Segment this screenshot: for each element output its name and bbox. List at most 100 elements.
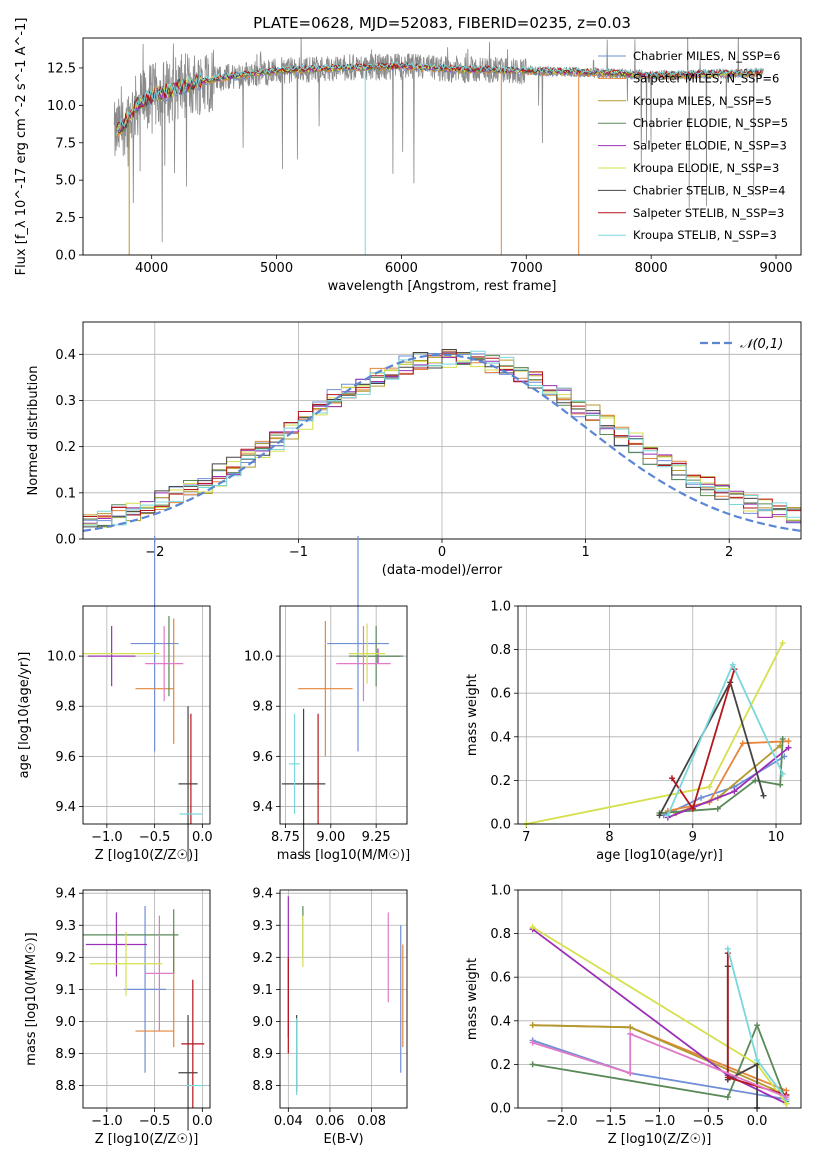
y-tick-label: 9.3 xyxy=(252,919,273,934)
weight-marker xyxy=(529,924,536,931)
y-axis-label: age [log10(age/yr)] xyxy=(17,652,32,779)
weight-series-line xyxy=(532,1032,787,1098)
x-tick-label: 9.25 xyxy=(362,830,391,845)
weight-marker xyxy=(785,738,792,745)
y-tick-label: 0.4 xyxy=(55,348,76,363)
x-tick-label: 9000 xyxy=(759,261,792,276)
y-tick-label: 0.4 xyxy=(490,1014,511,1029)
weight-series-line xyxy=(526,642,784,825)
x-tick-label: 1 xyxy=(581,545,589,560)
y-tick-label: 12.5 xyxy=(47,61,76,76)
y-tick-label: 9.0 xyxy=(55,1015,76,1030)
x-tick-label: 0 xyxy=(438,545,446,560)
x-tick-label: 6000 xyxy=(385,261,418,276)
legend-label: Kroupa MILES, N_SSP=5 xyxy=(633,94,772,108)
y-tick-label: 8.9 xyxy=(55,1047,76,1062)
x-tick-label: −0.5 xyxy=(139,830,171,845)
y-tick-label: 1.0 xyxy=(490,600,511,615)
weight-marker xyxy=(779,770,786,777)
y-tick-label: 0.0 xyxy=(490,1102,511,1117)
x-axis-label: Z [log10(Z/Z☉)] xyxy=(95,1132,199,1147)
y-tick-label: 2.5 xyxy=(55,211,76,226)
weight-series-line xyxy=(659,738,784,814)
x-tick-label: −1.0 xyxy=(91,1114,123,1129)
legend-label: Kroupa ELODIE, N_SSP=3 xyxy=(633,161,779,175)
panel-6-axes xyxy=(276,890,407,1112)
x-axis-label: E(B-V) xyxy=(323,1132,363,1147)
y-tick-label: 0.6 xyxy=(490,971,511,986)
errorbar-group xyxy=(83,535,203,862)
weight-axes-frame xyxy=(517,889,802,1109)
x-tick-label: −2.0 xyxy=(546,1114,578,1129)
weight-marker xyxy=(777,781,784,788)
x-tick-label: −0.5 xyxy=(693,1114,725,1129)
x-tick-label: 0.0 xyxy=(747,1114,768,1129)
x-tick-label: 2 xyxy=(725,545,733,560)
weight-marker xyxy=(760,792,767,799)
weight-lines xyxy=(529,924,790,1111)
legend-label: Chabrier STELIB, N_SSP=4 xyxy=(633,183,785,197)
y-tick-label: 9.3 xyxy=(55,919,76,934)
errorbar-axes-frame xyxy=(82,605,211,825)
y-tick-label: 9.6 xyxy=(55,750,76,765)
y-tick-label: 10.0 xyxy=(47,99,76,114)
x-tick-label: 8.75 xyxy=(271,830,300,845)
panel-4-axes xyxy=(514,605,801,828)
x-tick-label: 0.06 xyxy=(315,1114,344,1129)
legend-label: Salpeter STELIB, N_SSP=3 xyxy=(633,206,784,220)
y-tick-label: 10.0 xyxy=(47,650,76,665)
weight-marker xyxy=(698,794,705,801)
errorbar-group xyxy=(281,535,404,860)
x-tick-label: 7 xyxy=(522,830,530,845)
x-tick-label: 5000 xyxy=(260,261,293,276)
weight-marker xyxy=(724,1094,731,1101)
weight-marker xyxy=(783,1094,790,1101)
x-axis-label: mass [log10(M/M☉)] xyxy=(277,848,410,863)
x-tick-label: 10 xyxy=(768,830,785,845)
weight-marker xyxy=(754,1022,761,1029)
y-tick-label: 0.0 xyxy=(490,818,511,833)
y-tick-label: 9.8 xyxy=(55,700,76,715)
model-spectrum-line xyxy=(116,61,762,136)
y-tick-label: 7.5 xyxy=(55,136,76,151)
weight-marker xyxy=(714,805,721,812)
y-tick-label: 0.3 xyxy=(55,394,76,409)
y-tick-label: 0.2 xyxy=(490,774,511,789)
panel-0-axes xyxy=(79,67,777,259)
x-tick-label: 4000 xyxy=(135,261,168,276)
weight-marker xyxy=(729,661,736,668)
legend-label: Chabrier ELODIE, N_SSP=5 xyxy=(633,116,788,130)
y-axis-label: mass weight xyxy=(465,958,480,1040)
y-tick-label: 9.4 xyxy=(252,800,273,815)
y-tick-label: 9.4 xyxy=(252,887,273,902)
y-tick-label: 0.0 xyxy=(55,249,76,264)
y-axis-label: mass [log10(M/M☉)] xyxy=(24,932,39,1065)
histogram-series xyxy=(83,350,801,531)
weight-series-line xyxy=(667,740,789,812)
y-tick-label: 5.0 xyxy=(55,174,76,189)
x-axis-label: wavelength [Angstrom, rest frame] xyxy=(328,279,557,294)
x-axis-label: (data-model)/error xyxy=(382,563,503,578)
x-axis-label: Z [log10(Z/Z☉)] xyxy=(95,848,199,863)
weight-marker xyxy=(724,945,731,952)
x-tick-label: −1.0 xyxy=(644,1114,676,1129)
weight-axes-frame xyxy=(517,605,802,825)
y-tick-label: 8.8 xyxy=(252,1079,273,1094)
y-tick-label: 0.1 xyxy=(55,486,76,501)
x-tick-label: 0.04 xyxy=(274,1114,303,1129)
y-tick-label: 9.4 xyxy=(55,887,76,902)
x-tick-label: 9.00 xyxy=(316,830,345,845)
normal-curve xyxy=(83,353,801,532)
y-tick-label: 9.4 xyxy=(55,800,76,815)
legend xyxy=(598,55,626,236)
histogram-steps xyxy=(83,348,801,532)
y-axis-label: Flux [f_λ 10^-17 erg cm^-2 s^-1 A^-1] xyxy=(14,18,29,276)
weight-lines xyxy=(523,640,792,827)
x-tick-label: 0.08 xyxy=(357,1114,386,1129)
weight-marker xyxy=(689,805,696,812)
panel-1-axes xyxy=(79,322,801,543)
y-tick-label: 9.2 xyxy=(252,951,273,966)
x-tick-label: −1.0 xyxy=(91,830,123,845)
legend-label-normal: 𝒩(0,1) xyxy=(740,337,783,352)
